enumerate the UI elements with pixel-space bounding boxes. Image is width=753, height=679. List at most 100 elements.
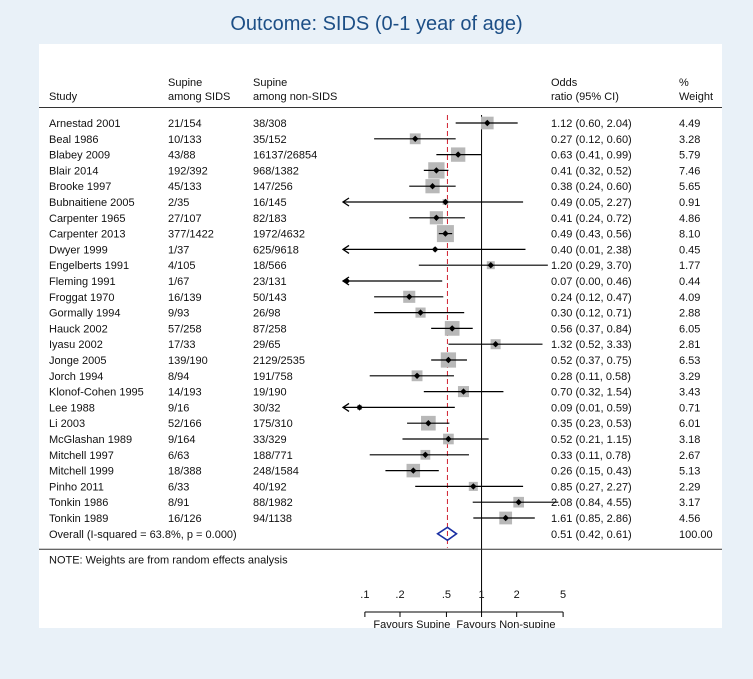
weight-cell: 3.28 — [679, 134, 700, 146]
supine-sids-cell: 8/94 — [168, 371, 189, 383]
weight-cell: 0.44 — [679, 276, 700, 288]
point-estimate — [442, 230, 449, 237]
supine-sids-cell: 9/93 — [168, 308, 189, 320]
study-name: Carpenter 2013 — [49, 229, 125, 241]
supine-nonsids-cell: 23/131 — [253, 276, 287, 288]
supine-sids-cell: 139/190 — [168, 355, 208, 367]
point-estimate — [492, 341, 499, 348]
point-estimate — [412, 135, 419, 142]
supine-nonsids-cell: 188/771 — [253, 450, 293, 462]
odds-ratio-cell: 0.85 (0.27, 2.27) — [551, 481, 632, 493]
x-tick-label: 2 — [514, 589, 520, 601]
supine-sids-cell: 4/105 — [168, 260, 196, 272]
weight-cell: 3.17 — [679, 497, 700, 509]
point-estimate — [460, 388, 467, 395]
point-estimate — [487, 262, 494, 269]
weight-cell: 3.43 — [679, 387, 700, 399]
supine-sids-cell: 8/91 — [168, 497, 189, 509]
supine-sids-cell: 10/133 — [168, 134, 202, 146]
header-study: Study — [49, 91, 78, 103]
study-name: Gormally 1994 — [49, 308, 121, 320]
overall-odds-ratio: 0.51 (0.42, 0.61) — [551, 529, 632, 541]
odds-ratio-cell: 0.41 (0.32, 0.52) — [551, 165, 632, 177]
ci-arrow — [341, 197, 350, 207]
header-col3-line2: among non-SIDS — [253, 91, 337, 103]
header-col4-line2: ratio (95% CI) — [551, 91, 619, 103]
odds-ratio-cell: 1.20 (0.29, 3.70) — [551, 260, 632, 272]
study-name: Bubnaitiene 2005 — [49, 197, 135, 209]
x-tick-label: 5 — [560, 589, 566, 601]
weight-cell: 1.77 — [679, 260, 700, 272]
weight-cell: 6.05 — [679, 323, 700, 335]
odds-ratio-cell: 0.70 (0.32, 1.54) — [551, 387, 632, 399]
point-estimate — [454, 151, 462, 158]
weight-cell: 3.18 — [679, 434, 700, 446]
weight-cell: 0.45 — [679, 244, 700, 256]
weight-cell: 4.49 — [679, 118, 700, 130]
point-estimate — [433, 214, 440, 221]
weight-cell: 4.86 — [679, 213, 700, 225]
weight-cell: 5.65 — [679, 181, 700, 193]
study-name: Carpenter 1965 — [49, 213, 125, 225]
study-name: Jorch 1994 — [49, 371, 103, 383]
weight-cell: 2.67 — [679, 450, 700, 462]
study-name: Iyasu 2002 — [49, 339, 103, 351]
supine-sids-cell: 9/16 — [168, 402, 189, 414]
point-estimate — [406, 293, 413, 300]
weight-cell: 0.91 — [679, 197, 700, 209]
ci-arrow — [341, 402, 350, 412]
study-name: Fleming 1991 — [49, 276, 116, 288]
point-estimate — [484, 119, 491, 127]
x-tick-label: 1 — [478, 589, 484, 601]
point-estimate — [433, 167, 440, 174]
study-name: Li 2003 — [49, 418, 85, 430]
odds-ratio-cell: 0.56 (0.37, 0.84) — [551, 323, 632, 335]
supine-nonsids-cell: 16137/26854 — [253, 150, 317, 162]
odds-ratio-cell: 0.49 (0.05, 2.27) — [551, 197, 632, 209]
supine-nonsids-cell: 88/1982 — [253, 497, 293, 509]
supine-sids-cell: 14/193 — [168, 387, 202, 399]
study-name: Engelberts 1991 — [49, 260, 129, 272]
study-name: Blabey 2009 — [49, 150, 110, 162]
odds-ratio-cell: 0.52 (0.37, 0.75) — [551, 355, 632, 367]
point-estimate — [413, 372, 421, 379]
supine-nonsids-cell: 19/190 — [253, 387, 287, 399]
point-estimate — [431, 246, 439, 253]
weight-cell: 7.46 — [679, 165, 700, 177]
supine-nonsids-cell: 35/152 — [253, 134, 287, 146]
header-col5-line1: % — [679, 77, 689, 89]
supine-nonsids-cell: 33/329 — [253, 434, 287, 446]
x-tick-label: .5 — [442, 589, 451, 601]
study-name: Tonkin 1986 — [49, 497, 108, 509]
header-col3-line1: Supine — [253, 77, 287, 89]
weight-cell: 3.29 — [679, 371, 700, 383]
odds-ratio-cell: 0.33 (0.11, 0.78) — [551, 450, 631, 462]
odds-ratio-cell: 2.08 (0.84, 4.55) — [551, 497, 632, 509]
supine-nonsids-cell: 38/308 — [253, 118, 287, 130]
supine-nonsids-cell: 18/566 — [253, 260, 287, 272]
weight-cell: 2.88 — [679, 308, 700, 320]
odds-ratio-cell: 0.26 (0.15, 0.43) — [551, 466, 632, 478]
x-tick-label: .1 — [360, 589, 369, 601]
study-name: Mitchell 1999 — [49, 466, 114, 478]
weight-cell: 8.10 — [679, 229, 700, 241]
odds-ratio-cell: 0.52 (0.21, 1.15) — [551, 434, 632, 446]
supine-sids-cell: 45/133 — [168, 181, 202, 193]
odds-ratio-cell: 0.30 (0.12, 0.71) — [551, 308, 632, 320]
weight-cell: 5.13 — [679, 466, 700, 478]
x-tick-label: .2 — [395, 589, 404, 601]
odds-ratio-cell: 1.12 (0.60, 2.04) — [551, 118, 632, 130]
study-name: Pinho 2011 — [49, 481, 104, 493]
supine-nonsids-cell: 30/32 — [253, 402, 281, 414]
ci-arrow — [341, 244, 350, 254]
supine-sids-cell: 377/1422 — [168, 229, 214, 241]
supine-nonsids-cell: 94/1138 — [253, 513, 292, 525]
x-label-left: Favours Supine — [373, 619, 450, 628]
point-estimate — [429, 183, 436, 190]
odds-ratio-cell: 0.38 (0.24, 0.60) — [551, 181, 632, 193]
supine-sids-cell: 6/33 — [168, 481, 189, 493]
point-estimate — [417, 309, 424, 316]
study-name: Brooke 1997 — [49, 181, 111, 193]
supine-nonsids-cell: 175/310 — [253, 418, 293, 430]
point-estimate — [442, 198, 449, 206]
